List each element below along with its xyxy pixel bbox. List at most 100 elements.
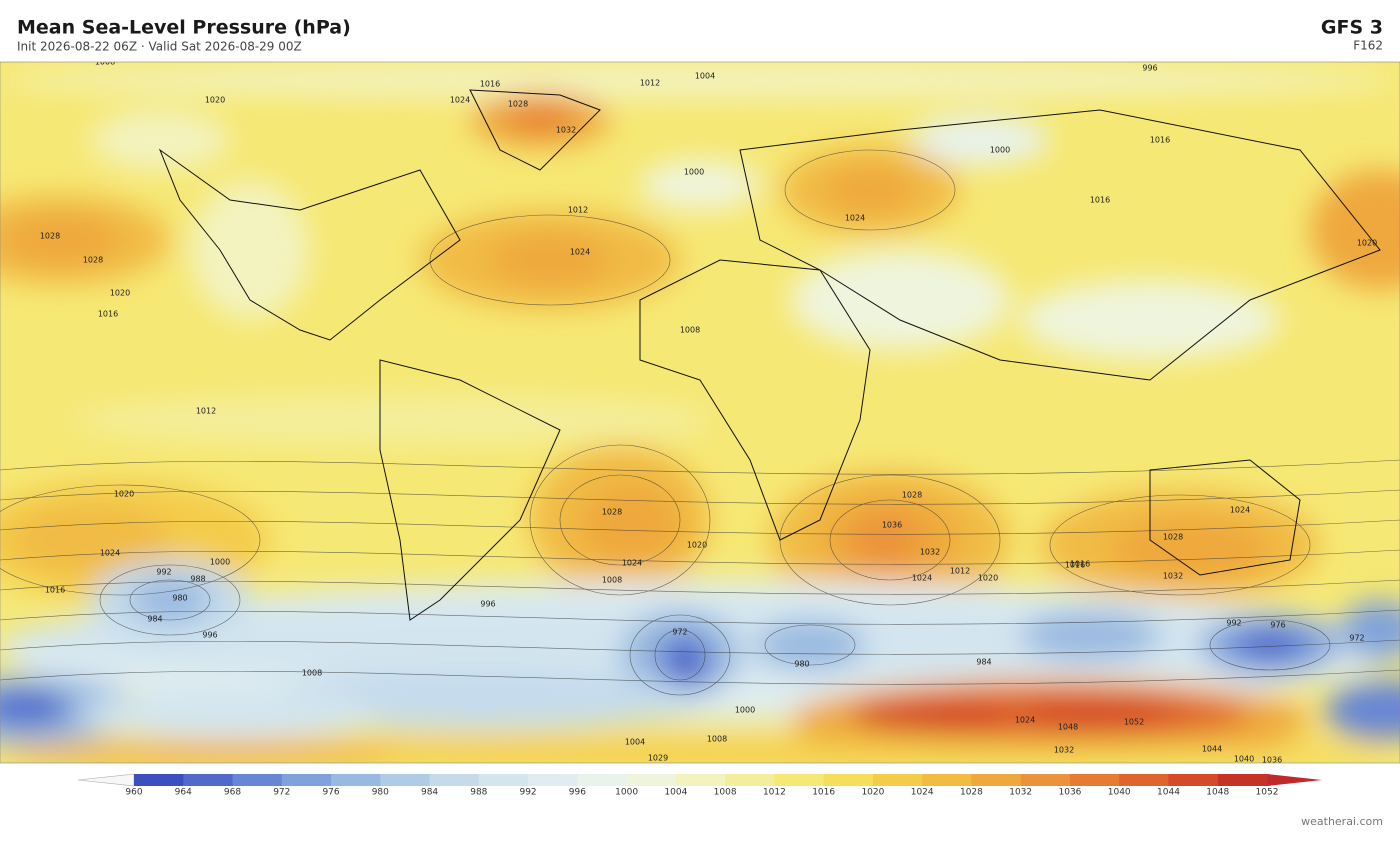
contour-label: 996 — [480, 600, 495, 609]
contour-label: 1016 — [480, 80, 500, 89]
isobar — [629, 614, 731, 696]
pressure-area — [580, 485, 680, 565]
colorbar-swatch — [626, 774, 677, 786]
pressure-area — [1110, 520, 1270, 580]
colorbar-tick-label: 960 — [125, 788, 142, 798]
isobar — [0, 459, 1400, 475]
pressure-field — [0, 62, 1400, 763]
isobar — [0, 484, 261, 596]
contour-label: 1020 — [110, 289, 130, 298]
contour-label: 1024 — [912, 574, 932, 583]
colorbar-swatch — [134, 774, 184, 786]
contour-label: 972 — [672, 628, 687, 637]
colorbar-tick-label: 1000 — [615, 788, 638, 798]
contour-label: 1016 — [1070, 560, 1090, 569]
contour-label: 1004 — [625, 738, 645, 747]
contour-label: 976 — [1270, 621, 1285, 630]
colorbar-swatch — [774, 774, 825, 786]
isobar — [764, 624, 856, 666]
contour-label: 1044 — [1202, 745, 1222, 754]
isobar — [0, 489, 1400, 505]
contour-label: 1012 — [640, 79, 660, 88]
contour-label: 1032 — [1163, 572, 1183, 581]
colorbar-tick-label: 1008 — [714, 788, 737, 798]
contour-label: 1024 — [450, 96, 470, 105]
pressure-area — [825, 168, 915, 212]
isobar — [0, 639, 1400, 655]
colorbar-swatch — [183, 774, 234, 786]
pressure-area — [70, 395, 730, 445]
pressure-area — [490, 235, 610, 285]
pressure-area — [1325, 680, 1400, 740]
colorbar-tick-label: 972 — [273, 788, 290, 798]
map-frame — [0, 61, 1400, 764]
title: Mean Sea-Level Pressure (hPa) — [17, 17, 351, 39]
colorbar-swatch — [725, 774, 775, 786]
colorbar-swatch — [1217, 774, 1268, 786]
contour-label: 1024 — [100, 549, 120, 558]
isobar — [829, 499, 951, 581]
contour-label: 1016 — [45, 586, 65, 595]
colorbar-tick-label: 1048 — [1206, 788, 1229, 798]
colorbar-extend-low — [77, 773, 135, 787]
colorbar-swatch — [1119, 774, 1169, 786]
colorbar-tick-label: 1024 — [911, 788, 934, 798]
contour-label: 988 — [190, 575, 205, 584]
isobar — [784, 149, 956, 231]
pressure-area — [910, 115, 1050, 165]
contour-label: 1012 — [196, 407, 216, 416]
contour-label: 1008 — [95, 58, 115, 67]
contour-label: 1028 — [902, 491, 922, 500]
pressure-area — [0, 215, 120, 265]
colorbar-tick-label: 1020 — [861, 788, 884, 798]
colorbar-swatch — [1020, 774, 1071, 786]
isobar — [0, 579, 1400, 595]
colorbar-tick-label: 984 — [421, 788, 438, 798]
colorbar-tick-label: 1028 — [960, 788, 983, 798]
contour-label: 1012 — [568, 206, 588, 215]
contour-label: 1008 — [707, 735, 727, 744]
colorbar-swatch — [1069, 774, 1120, 786]
contour-label: 980 — [172, 594, 187, 603]
colorbar-swatch — [281, 774, 332, 786]
contour-label: 1020 — [978, 574, 998, 583]
contour-label: 1024 — [1015, 716, 1035, 725]
contour-label: 972 — [1349, 634, 1364, 643]
colorbar-extend-high — [1267, 774, 1322, 786]
pressure-area — [640, 160, 760, 210]
isobar — [559, 474, 681, 566]
colorbar-tick-label: 1040 — [1108, 788, 1131, 798]
colorbar-tick-label: 1052 — [1256, 788, 1279, 798]
colorbar-swatch — [429, 774, 480, 786]
pressure-area — [0, 745, 400, 763]
pressure-area — [850, 697, 1010, 733]
colorbar-tick-label: 1004 — [664, 788, 687, 798]
pressure-area — [90, 110, 230, 170]
contour-label: 1004 — [695, 72, 715, 81]
pressure-area — [660, 635, 710, 685]
pressure-area — [850, 515, 920, 565]
colorbar-tick-label: 968 — [224, 788, 241, 798]
pressure-area — [1310, 170, 1400, 290]
isobar — [1209, 619, 1331, 671]
contour-label: 1016 — [98, 310, 118, 319]
contour-label: 1036 — [882, 521, 902, 530]
contour-label: 1008 — [302, 669, 322, 678]
pressure-area — [1020, 610, 1160, 660]
isobar — [0, 609, 1400, 625]
subtitle: Init 2026-08-22 06Z · Valid Sat 2026-08-… — [17, 40, 302, 54]
contour-label: 1028 — [508, 100, 528, 109]
coastline — [1149, 459, 1301, 576]
colorbar-tick-label: 992 — [519, 788, 536, 798]
colorbar-tick-label: 996 — [569, 788, 586, 798]
contour-label: 1029 — [648, 754, 668, 763]
pressure-area — [790, 250, 1010, 350]
contour-label: 1028 — [40, 232, 60, 241]
pressure-area — [1020, 280, 1280, 360]
coastline — [158, 148, 461, 341]
contour-label: 1020 — [205, 96, 225, 105]
contour-label: 1016 — [1065, 561, 1085, 570]
contour-label: 1048 — [1058, 723, 1078, 732]
contour-labels: 1008 1016 1012 1004 996 1020 1028 1024 1032 1000 1… — [40, 58, 1377, 763]
pressure-area — [505, 106, 575, 130]
